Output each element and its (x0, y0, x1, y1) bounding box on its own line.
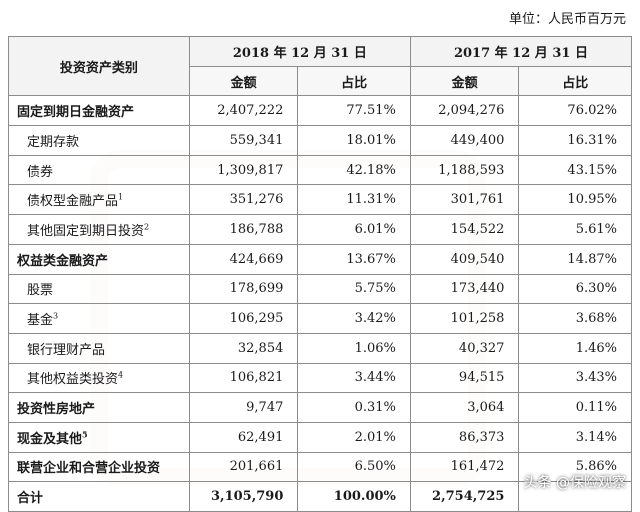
cell-share-2018: 3.42% (297, 303, 411, 334)
cell-share-2017: 5.61% (518, 214, 632, 245)
table-row: 投资性房地产 9,747 0.31% 3,064 0.11% (8, 392, 632, 423)
cell-amount-2017: 40,327 (409, 332, 520, 364)
cell-amount-2017: 301,761 (409, 184, 520, 216)
cell-amount-2017: 2,094,276 (409, 95, 520, 127)
cell-share-2018: 5.75% (297, 273, 411, 305)
cell-amount-2017: 449,400 (409, 125, 520, 156)
cell-share-2017: 10.95% (518, 184, 632, 216)
footnote-marker: 4 (118, 371, 124, 381)
table-row: 定期存款 559,341 18.01% 449,400 16.31% (8, 125, 632, 156)
row-label: 债权型金融产品1 (8, 184, 190, 216)
cell-amount-2017: 173,440 (409, 273, 520, 305)
footnote-marker: 5 (82, 429, 88, 440)
cell-amount-2018: 9,747 (188, 392, 299, 423)
header-share-2018: 占比 (297, 65, 411, 97)
cell-share-2018: 100.00% (297, 481, 411, 512)
header-year-2018: 2018 年 12 月 31 日 (188, 36, 411, 67)
row-label: 债券 (8, 154, 190, 186)
cell-amount-2017: 154,522 (409, 214, 520, 245)
cell-amount-2017: 94,515 (409, 362, 520, 394)
table-row: 现金及其他5 62,491 2.01% 86,373 3.14% (8, 421, 632, 453)
cell-amount-2018: 186,788 (188, 214, 299, 245)
cell-share-2018: 11.31% (297, 184, 411, 216)
cell-share-2018: 2.01% (297, 421, 411, 453)
row-label: 其他权益类投资4 (8, 362, 190, 394)
cell-amount-2018: 3,105,790 (188, 481, 299, 512)
row-label: 权益类金融资产 (8, 243, 190, 275)
table-body: 固定到期日金融资产 2,407,222 77.51% 2,094,276 76.02% 定… (8, 95, 632, 512)
table-row: 其他固定到期日投资2 186,788 6.01% 154,522 5.61% (8, 214, 632, 245)
cell-amount-2018: 106,295 (188, 303, 299, 334)
cell-amount-2018: 106,821 (188, 362, 299, 394)
table-row: 联营企业和合营企业投资 201,661 6.50% 161,472 5.86% (8, 451, 632, 483)
row-label: 定期存款 (8, 125, 190, 156)
row-label: 投资性房地产 (8, 392, 190, 423)
cell-share-2018: 3.44% (297, 362, 411, 394)
footnote-marker: 3 (53, 311, 59, 321)
cell-amount-2017: 86,373 (409, 421, 520, 453)
cell-amount-2018: 2,407,222 (188, 95, 299, 127)
row-label: 其他固定到期日投资2 (8, 214, 190, 245)
cell-share-2018: 18.01% (297, 125, 411, 156)
header-amount-2017: 金额 (409, 65, 520, 97)
table-row: 股票 178,699 5.75% 173,440 6.30% (8, 273, 632, 305)
cell-share-2018: 42.18% (297, 154, 411, 186)
cell-amount-2018: 424,669 (188, 243, 299, 275)
table-row: 权益类金融资产 424,669 13.67% 409,540 14.87% (8, 243, 632, 275)
table-row: 固定到期日金融资产 2,407,222 77.51% 2,094,276 76.02% (8, 95, 632, 127)
cell-share-2017: 3.68% (518, 303, 632, 334)
cell-share-2017: 76.02% (518, 95, 632, 127)
cell-amount-2018: 201,661 (188, 451, 299, 483)
footnote-marker: 2 (144, 222, 150, 232)
cell-amount-2018: 178,699 (188, 273, 299, 305)
cell-amount-2017: 1,188,593 (409, 154, 520, 186)
row-label: 现金及其他5 (8, 421, 190, 453)
header-category: 投资资产类别 (8, 35, 190, 97)
cell-share-2017: 5.86% (518, 451, 632, 483)
header-amount-2018: 金额 (188, 65, 299, 97)
cell-amount-2018: 62,491 (188, 421, 299, 453)
cell-share-2017: 3.14% (518, 421, 632, 453)
cell-share-2018: 1.06% (297, 332, 411, 364)
cell-share-2018: 6.50% (297, 451, 411, 483)
header-share-2017: 占比 (518, 65, 632, 97)
footnote-marker: 1 (118, 192, 124, 202)
cell-share-2017: 43.15% (518, 154, 632, 186)
unit-label: 单位：人民币百万元 (508, 12, 626, 27)
cell-amount-2018: 1,309,817 (188, 154, 299, 186)
cell-amount-2017: 409,540 (409, 243, 520, 275)
cell-share-2017: 16.31% (518, 125, 632, 156)
table-row: 基金3 106,295 3.42% 101,258 3.68% (8, 303, 632, 334)
cell-share-2018: 77.51% (297, 95, 411, 127)
cell-amount-2017: 3,064 (409, 392, 520, 423)
cell-amount-2018: 351,276 (188, 184, 299, 216)
row-label: 合计 (8, 481, 190, 512)
cell-amount-2017: 161,472 (409, 451, 520, 483)
table-row: 债权型金融产品1 351,276 11.31% 301,761 10.95% (8, 184, 632, 216)
table-row: 其他权益类投资4 106,821 3.44% 94,515 3.43% (8, 362, 632, 394)
cell-amount-2017: 101,258 (409, 303, 520, 334)
cell-share-2018: 0.31% (297, 392, 411, 423)
cell-amount-2018: 559,341 (188, 125, 299, 156)
row-label: 股票 (8, 273, 190, 305)
row-label: 固定到期日金融资产 (8, 95, 190, 127)
row-label: 基金3 (8, 303, 190, 334)
table-row: 银行理财产品 32,854 1.06% 40,327 1.46% (8, 332, 632, 364)
cell-share-2017: 1.46% (518, 332, 632, 364)
cell-amount-2017: 2,754,725 (409, 481, 520, 512)
cell-share-2017: 3.43% (518, 362, 632, 394)
cell-share-2017: 14.87% (518, 243, 632, 275)
row-label: 银行理财产品 (8, 332, 190, 364)
cell-share-2017: 0.11% (518, 392, 632, 423)
cell-share-2018: 13.67% (297, 243, 411, 275)
table-row: 债券 1,309,817 42.18% 1,188,593 43.15% (8, 154, 632, 186)
investment-assets-table: 投资资产类别 2018 年 12 月 31 日 2017 年 12 月 31 日… (8, 35, 633, 512)
cell-amount-2018: 32,854 (188, 332, 299, 364)
cell-share-2018: 6.01% (297, 214, 411, 245)
brand-watermark: 头条 @保险观察 (523, 475, 626, 491)
cell-share-2017: 6.30% (518, 273, 632, 305)
row-label: 联营企业和合营企业投资 (8, 451, 190, 483)
header-year-2017: 2017 年 12 月 31 日 (409, 36, 633, 67)
